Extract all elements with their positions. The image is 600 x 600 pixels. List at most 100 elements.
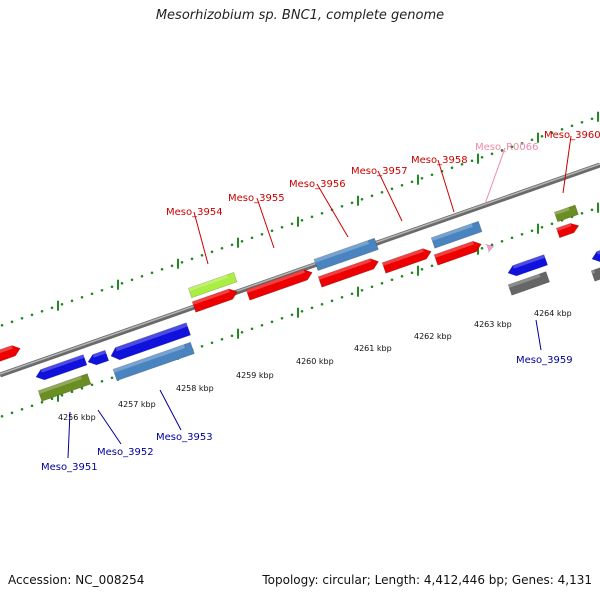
lower-track-dot: [360, 289, 364, 292]
upper-track-dot: [530, 138, 534, 142]
upper-track-dot: [310, 215, 314, 219]
gene-block-3957: [381, 248, 432, 274]
upper-track-dot: [460, 163, 464, 166]
upper-track-dot: [570, 124, 574, 128]
genome-summary-text: Topology: circular; Length: 4,412,446 bp…: [262, 573, 592, 587]
upper-track-dot: [480, 156, 484, 159]
lower-track-dot: [60, 394, 64, 397]
upper-track-dot: [340, 205, 344, 208]
lower-track-dot: [380, 282, 384, 285]
upper-track-dot: [540, 135, 544, 138]
lower-track-dot: [50, 397, 54, 401]
scale-label: 4264 kbp: [534, 309, 572, 318]
gene-block-right-blue: [591, 248, 600, 263]
lower-track-dot: [90, 383, 94, 387]
gene-label-top: Meso_3958: [411, 155, 468, 166]
gene-block-blue-bottom: [112, 341, 195, 382]
lower-track-dot: [10, 411, 14, 415]
gene-block-3951: [35, 354, 88, 381]
gene-block-green: [187, 272, 238, 299]
lower-track-dot: [260, 324, 264, 327]
lower-track-dot: [500, 240, 504, 243]
upper-track-dot: [160, 268, 164, 271]
lower-track-dot: [80, 387, 84, 390]
lower-track-dot: [550, 222, 554, 226]
upper-track-dot: [120, 282, 124, 285]
lower-track-dot: [490, 243, 494, 247]
lower-track-dot: [330, 299, 334, 303]
gene-block-3960: [555, 223, 580, 239]
page-title: Mesorhizobium sp. BNC1, complete genome: [155, 8, 445, 23]
upper-track-dot: [350, 201, 354, 205]
label-connector: [484, 147, 506, 205]
scale-label: 4258 kbp: [176, 384, 214, 393]
gene-label-top: Meso_3955: [228, 193, 285, 204]
upper-track-dot: [420, 177, 424, 180]
lower-track-dot: [270, 320, 274, 324]
gene-label-bottom: Meso_3951: [41, 462, 98, 473]
lower-track-dot: [340, 296, 344, 299]
gene-block-3953: [110, 322, 191, 361]
upper-track-dot: [80, 296, 84, 299]
scale-label: 4256 kbp: [58, 413, 96, 422]
lower-track-dot: [540, 226, 544, 229]
gene-label-top: Meso_3956: [289, 179, 346, 190]
lower-track-dot: [580, 212, 584, 215]
upper-track-dot: [430, 173, 434, 177]
upper-track-dot: [130, 278, 134, 282]
gene-block-gray: [507, 271, 550, 296]
upper-track-dot: [300, 219, 304, 222]
lower-track-dot: [200, 345, 204, 348]
label-connector: [535, 319, 542, 351]
lower-track-dot: [290, 313, 294, 317]
upper-track-dot: [590, 117, 594, 121]
upper-track-dot: [410, 180, 414, 184]
lower-track-dot: [390, 278, 394, 282]
scale-label: 4261 kbp: [354, 344, 392, 353]
lower-track-dot: [70, 390, 74, 394]
lower-track-dot: [510, 236, 514, 240]
scale-label: 4260 kbp: [296, 357, 334, 366]
upper-track-dot: [260, 233, 264, 236]
lower-track-dot: [100, 380, 104, 383]
upper-track-dot: [110, 285, 114, 289]
gene-block-blue-top: [313, 237, 379, 272]
lower-track-dot: [410, 271, 414, 275]
label-connector: [159, 389, 182, 431]
upper-track-dot: [190, 257, 194, 261]
gene-block-3958: [433, 240, 482, 266]
lower-track-dot: [20, 408, 24, 411]
label-connector: [67, 411, 71, 459]
upper-track-dot: [50, 306, 54, 310]
lower-track-dot: [590, 208, 594, 212]
upper-track-dot: [470, 159, 474, 163]
lower-track-dot: [350, 292, 354, 296]
upper-track-dot: [20, 317, 24, 320]
upper-track-dot: [40, 310, 44, 313]
gene-label-bottom: Meso_3953: [156, 432, 213, 443]
genome-backbone: [0, 162, 600, 378]
upper-track-dot: [490, 152, 494, 156]
scale-label: 4259 kbp: [236, 371, 274, 380]
upper-track-dot: [320, 212, 324, 215]
lower-track-dot: [240, 331, 244, 334]
upper-track-dot: [500, 149, 504, 152]
upper-track-dot: [580, 121, 584, 124]
upper-track-dot: [250, 236, 254, 240]
upper-track-dot: [230, 243, 234, 247]
upper-track-dot: [0, 324, 4, 327]
gene-label-top: Meso_3960: [544, 130, 600, 141]
upper-track-dot: [270, 229, 274, 233]
upper-track-dot: [100, 289, 104, 292]
upper-track-dot: [370, 194, 374, 198]
upper-track-dot: [280, 226, 284, 229]
upper-track-dot: [200, 254, 204, 257]
label-connector: [562, 135, 572, 194]
upper-track-dot: [550, 131, 554, 135]
upper-track-dot: [400, 184, 404, 187]
label-connector: [97, 409, 122, 445]
upper-track-dot: [210, 250, 214, 254]
gene-block-left-red: [0, 345, 21, 365]
backbone-highlight: [0, 163, 600, 375]
